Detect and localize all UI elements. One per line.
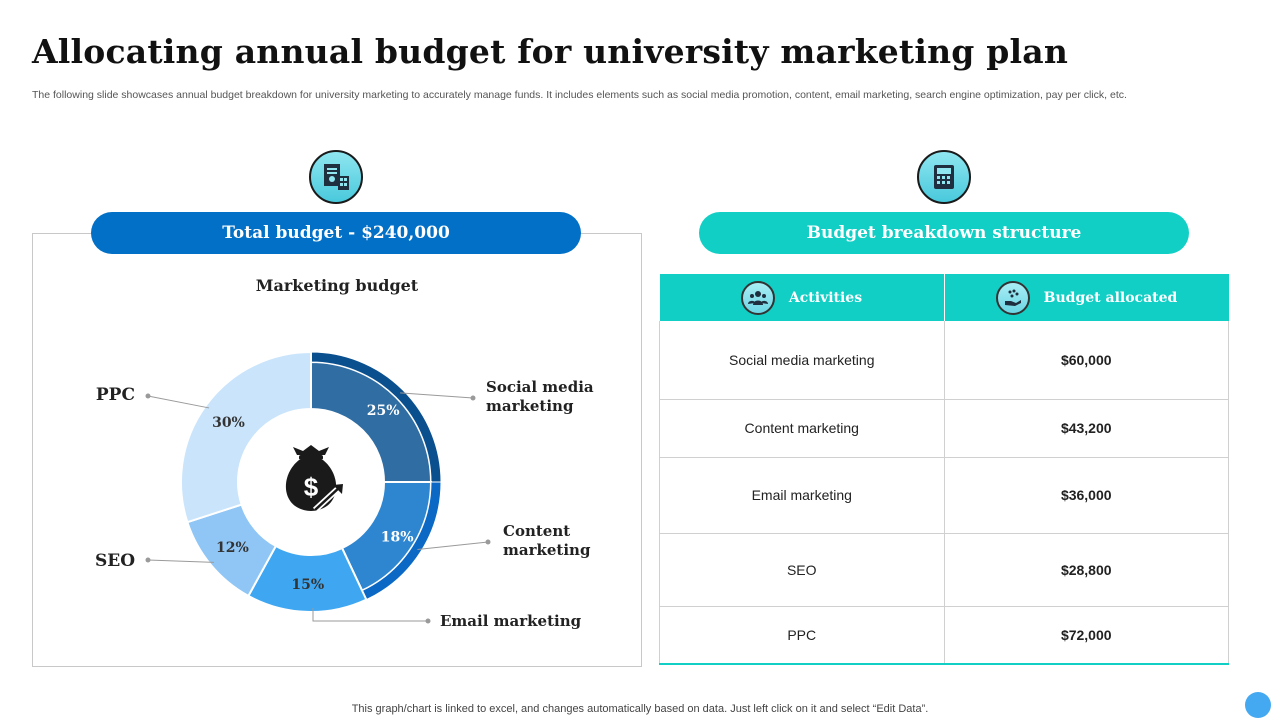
- budget-cell: $36,000: [944, 457, 1229, 534]
- leader-line: [312, 607, 428, 622]
- slice-value-label: 12%: [216, 540, 249, 556]
- slice-value-label: 25%: [367, 403, 400, 419]
- donut-chart: 25% 18% 15% 12% 30% Social media marketing Con…: [95, 350, 594, 630]
- money-bag-icon: $: [285, 445, 344, 513]
- table-header-label: Activities: [788, 289, 863, 306]
- leader-dot: [485, 539, 491, 545]
- table-header-budget: Budget allocated: [944, 274, 1229, 321]
- leader-line: [147, 559, 214, 563]
- budget-cell: $60,000: [944, 321, 1229, 400]
- corner-dot: [1245, 692, 1271, 718]
- table-header-activities: Activities: [659, 274, 945, 321]
- slice-value-label: 18%: [381, 530, 414, 546]
- budget-cell: $28,800: [944, 533, 1229, 607]
- activity-cell: Social media marketing: [659, 321, 945, 400]
- leader-dot: [425, 618, 431, 624]
- leader-dot: [470, 395, 476, 401]
- marketing-budget-panel: Marketing budget 25% 18% 15% 12% 30% Social …: [32, 233, 642, 667]
- budget-cell: $43,200: [944, 399, 1229, 458]
- calculator-icon: [917, 150, 971, 204]
- activity-cell: PPC: [659, 606, 945, 665]
- activity-cell: Email marketing: [659, 457, 945, 534]
- slice-value-label: 30%: [212, 415, 245, 431]
- leader-line: [147, 395, 210, 409]
- total-budget-pill: Total budget - $240,000: [91, 212, 581, 254]
- slice-category-label: Email marketing: [440, 612, 582, 630]
- page-subtitle: The following slide showcases annual bud…: [32, 89, 1127, 101]
- slice-category-label: Content marketing: [503, 522, 591, 559]
- budget-table: Activities Budget allocated: [659, 274, 1229, 665]
- table-row: Content marketing $43,200: [659, 399, 1229, 458]
- slice-category-label: PPC: [96, 385, 135, 405]
- budget-breakdown-pill: Budget breakdown structure: [699, 212, 1189, 254]
- leader-line: [400, 392, 474, 399]
- budget-document-icon: [309, 150, 363, 204]
- donut-slice: [180, 350, 312, 524]
- page-title: Allocating annual budget for university …: [32, 32, 1069, 71]
- chart-title: Marketing budget: [255, 276, 419, 295]
- people-icon: [740, 280, 775, 315]
- money-hand-icon: [995, 280, 1030, 315]
- slice-category-label: Social media marketing: [486, 378, 594, 415]
- activity-cell: Content marketing: [659, 399, 945, 458]
- table-header-label: Budget allocated: [1043, 289, 1178, 306]
- footer-note: This graph/chart is linked to excel, and…: [351, 703, 929, 715]
- table-row: SEO $28,800: [659, 533, 1229, 607]
- activity-cell: SEO: [659, 533, 945, 607]
- table-row: Social media marketing $60,000: [659, 321, 1229, 400]
- leader-line: [417, 541, 489, 551]
- table-row: Email marketing $36,000: [659, 457, 1229, 534]
- leader-dot: [145, 393, 151, 399]
- slice-value-label: 15%: [291, 577, 324, 593]
- leader-dot: [145, 557, 151, 563]
- slice-category-label: SEO: [95, 551, 135, 571]
- budget-cell: $72,000: [944, 606, 1229, 665]
- table-row: PPC $72,000: [659, 606, 1229, 665]
- svg-text:$: $: [304, 472, 319, 502]
